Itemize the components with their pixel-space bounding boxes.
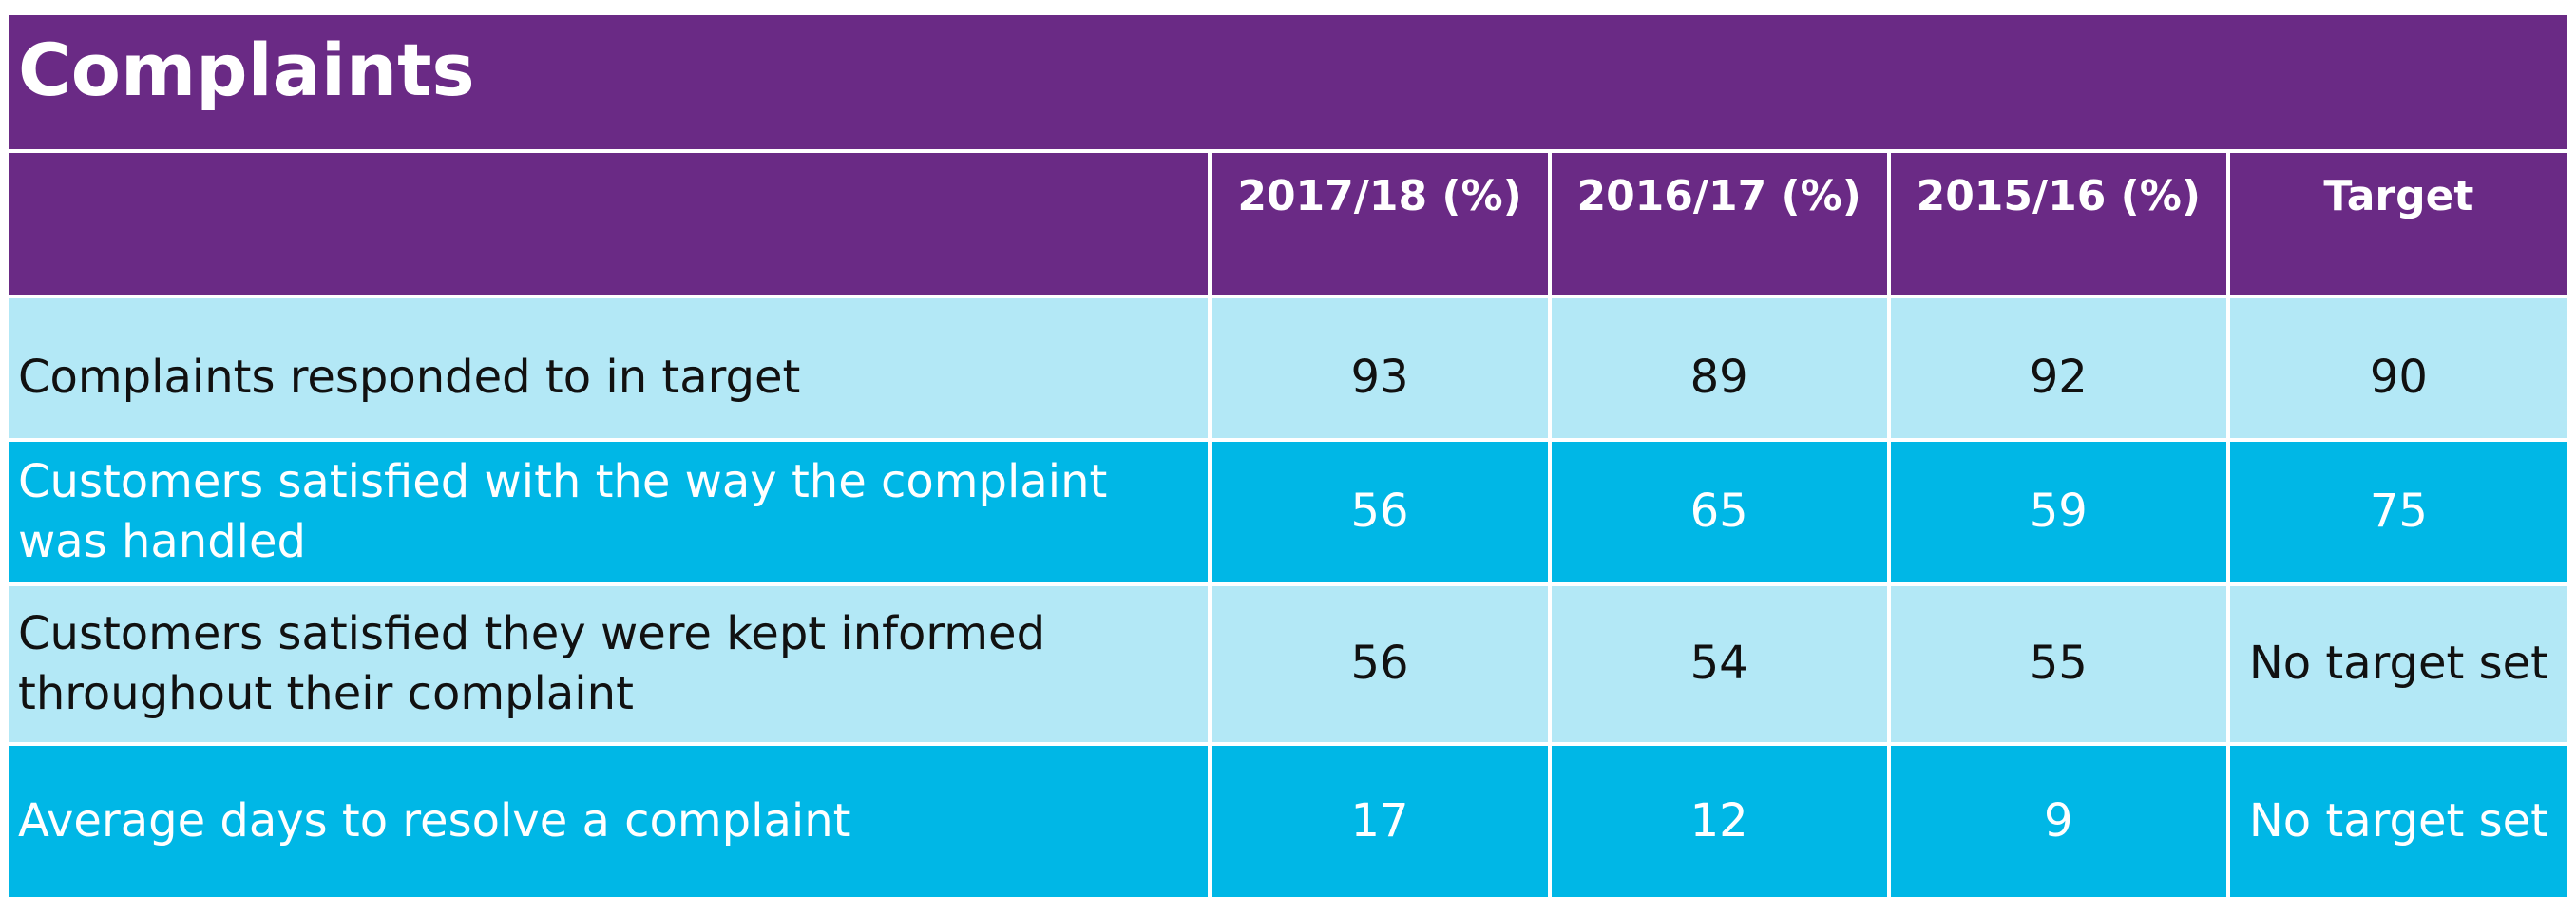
header-cell-label: [9, 153, 1212, 298]
table-row: Customers satisfied with the way the com…: [9, 440, 2567, 586]
row-label: Customers satisfied they were kept infor…: [9, 584, 1212, 746]
cell-2017-18: 17: [1208, 744, 1552, 901]
cell-target: No target set: [2225, 584, 2567, 746]
complaints-table: 2017/18 (%) 2016/17 (%) 2015/16 (%) Targ…: [9, 153, 2567, 901]
cell-2016-17: 65: [1547, 440, 1891, 586]
table-row: Customers satisfied they were kept infor…: [9, 584, 2567, 746]
cell-2015-16: 92: [1886, 296, 2230, 442]
cell-2017-18: 93: [1208, 296, 1552, 442]
cell-target: 90: [2225, 296, 2567, 442]
cell-target: 75: [2225, 440, 2567, 586]
row-label: Average days to resolve a complaint: [9, 744, 1212, 901]
cell-2017-18: 56: [1208, 584, 1552, 746]
complaints-table-card: Complaints 2017/18 (%) 2016/17 (%) 2015/…: [9, 15, 2567, 901]
cell-2015-16: 55: [1886, 584, 2230, 746]
cell-2016-17: 89: [1547, 296, 1891, 442]
header-cell-2017-18: 2017/18 (%): [1208, 153, 1552, 298]
header-cell-2015-16: 2015/16 (%): [1886, 153, 2230, 298]
row-label: Complaints responded to in target: [9, 296, 1212, 442]
cell-2017-18: 56: [1208, 440, 1552, 586]
header-cell-2016-17: 2016/17 (%): [1547, 153, 1891, 298]
table-title: Complaints: [9, 15, 2567, 153]
table-row: Average days to resolve a complaint 17 1…: [9, 744, 2567, 901]
row-label: Customers satisfied with the way the com…: [9, 440, 1212, 586]
cell-2016-17: 54: [1547, 584, 1891, 746]
header-row: 2017/18 (%) 2016/17 (%) 2015/16 (%) Targ…: [9, 153, 2567, 298]
cell-2015-16: 9: [1886, 744, 2230, 901]
table-row: Complaints responded to in target 93 89 …: [9, 296, 2567, 442]
cell-2015-16: 59: [1886, 440, 2230, 586]
cell-target: No target set: [2225, 744, 2567, 901]
header-cell-target: Target: [2225, 153, 2567, 298]
cell-2016-17: 12: [1547, 744, 1891, 901]
